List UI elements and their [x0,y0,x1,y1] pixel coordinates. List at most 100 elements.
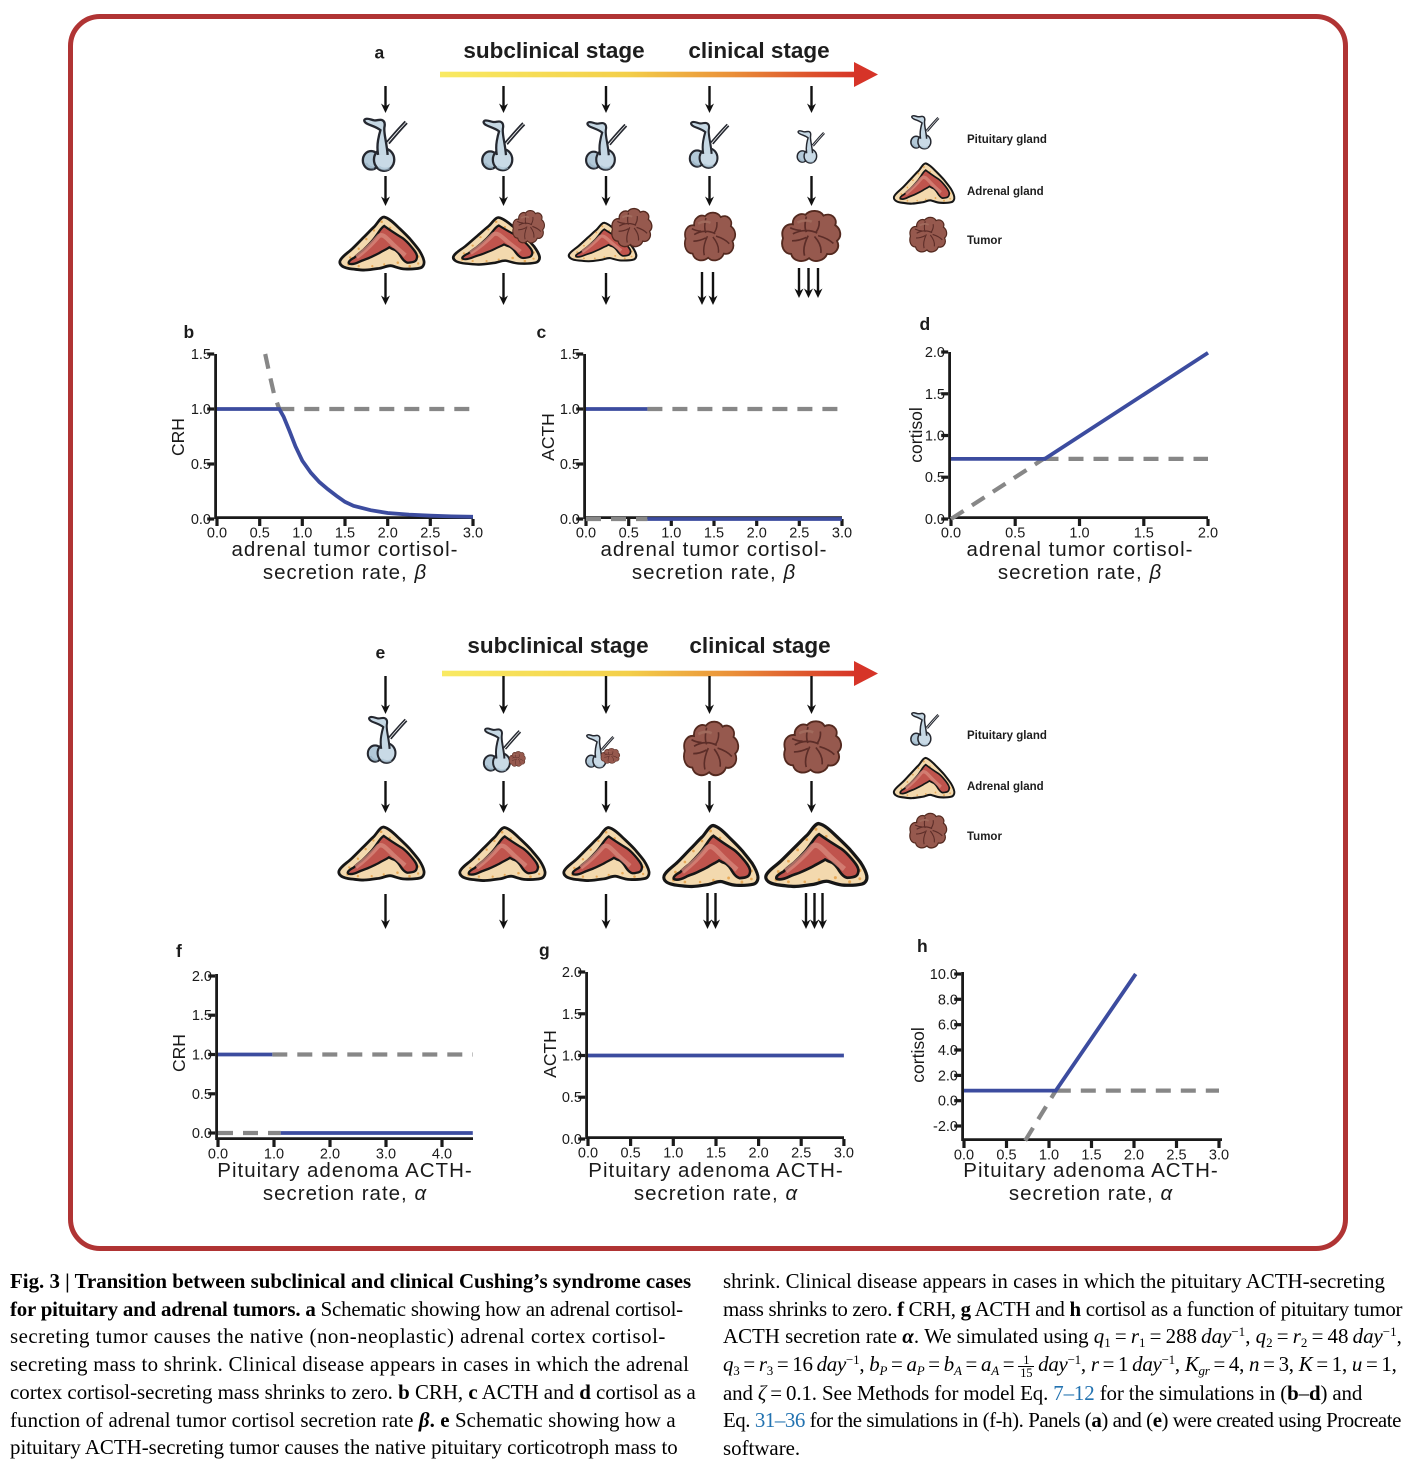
svg-text:0.0: 0.0 [191,512,211,528]
svg-text:1.5: 1.5 [562,1007,582,1023]
svg-text:1.0: 1.0 [191,402,211,418]
svg-text:6.0: 6.0 [938,1018,958,1034]
svg-text:adrenal tumor cortisol-: adrenal tumor cortisol- [967,538,1194,561]
svg-text:1.0: 1.0 [1039,1148,1059,1164]
svg-text:0.5: 0.5 [621,1146,641,1162]
svg-text:Pituitary adenoma ACTH-: Pituitary adenoma ACTH- [963,1159,1218,1182]
svg-text:1.0: 1.0 [560,402,580,418]
svg-text:ACTH: ACTH [540,1030,560,1078]
svg-text:4.0: 4.0 [938,1043,958,1059]
svg-text:3.0: 3.0 [832,526,852,542]
svg-text:2.5: 2.5 [791,1146,811,1162]
svg-text:2.0: 2.0 [925,345,945,361]
svg-text:0.0: 0.0 [207,526,227,542]
svg-text:subclinical stage: subclinical stage [467,633,648,658]
svg-text:2.5: 2.5 [420,526,440,542]
svg-text:secretion rate, α: secretion rate, α [263,1182,428,1205]
svg-text:0.0: 0.0 [954,1148,974,1164]
svg-text:h: h [917,936,928,956]
svg-text:g: g [539,940,550,960]
svg-text:a: a [375,43,385,63]
svg-text:8.0: 8.0 [938,992,958,1008]
svg-text:1.5: 1.5 [1081,1148,1101,1164]
svg-text:2.0: 2.0 [378,526,398,542]
svg-text:1.5: 1.5 [706,1146,726,1162]
svg-text:0.5: 0.5 [250,526,270,542]
svg-text:e: e [376,643,386,663]
svg-text:2.0: 2.0 [1198,526,1218,542]
svg-text:3.0: 3.0 [376,1147,396,1163]
svg-text:1.5: 1.5 [335,526,355,542]
svg-text:3.0: 3.0 [463,526,483,542]
svg-text:secretion rate, α: secretion rate, α [1009,1182,1174,1205]
svg-text:0.0: 0.0 [578,1146,598,1162]
svg-text:4.0: 4.0 [432,1147,452,1163]
svg-text:1.5: 1.5 [704,526,724,542]
svg-text:3.0: 3.0 [1209,1148,1229,1164]
svg-text:Pituitary gland: Pituitary gland [967,730,1047,742]
svg-text:2.0: 2.0 [747,526,767,542]
svg-text:-2.0: -2.0 [933,1119,958,1135]
svg-text:1.5: 1.5 [560,347,580,363]
svg-text:clinical stage: clinical stage [688,38,829,63]
svg-text:subclinical stage: subclinical stage [463,38,644,63]
svg-text:1.5: 1.5 [192,1008,212,1024]
svg-text:2.0: 2.0 [1124,1148,1144,1164]
svg-text:secretion rate, β: secretion rate, β [998,561,1162,584]
svg-text:Adrenal gland: Adrenal gland [967,186,1044,198]
svg-text:c: c [537,322,547,342]
svg-text:0.5: 0.5 [1005,526,1025,542]
svg-text:1.0: 1.0 [292,526,312,542]
svg-text:1.0: 1.0 [663,1146,683,1162]
svg-text:2.0: 2.0 [192,969,212,985]
svg-text:2.0: 2.0 [320,1147,340,1163]
svg-text:Adrenal gland: Adrenal gland [967,781,1044,793]
svg-text:1.0: 1.0 [661,526,681,542]
svg-text:Tumor: Tumor [967,831,1002,843]
svg-text:1.0: 1.0 [264,1147,284,1163]
svg-text:0.5: 0.5 [925,470,945,486]
svg-text:2.0: 2.0 [562,965,582,981]
svg-text:secretion rate, β: secretion rate, β [263,561,427,584]
svg-text:adrenal tumor cortisol-: adrenal tumor cortisol- [232,538,459,561]
svg-text:0.0: 0.0 [941,526,961,542]
svg-text:clinical stage: clinical stage [689,633,830,658]
svg-text:1.5: 1.5 [191,347,211,363]
svg-text:0.5: 0.5 [996,1148,1016,1164]
svg-text:0.0: 0.0 [938,1094,958,1110]
svg-text:ACTH: ACTH [538,413,558,461]
svg-text:2.0: 2.0 [749,1146,769,1162]
svg-text:d: d [920,314,931,334]
svg-text:Tumor: Tumor [967,235,1002,247]
svg-text:secretion rate, α: secretion rate, α [634,1182,799,1205]
svg-text:2.5: 2.5 [1166,1148,1186,1164]
svg-text:cortisol: cortisol [908,1027,928,1082]
svg-text:3.0: 3.0 [834,1146,854,1162]
svg-text:0.0: 0.0 [208,1147,228,1163]
svg-text:1.5: 1.5 [1134,526,1154,542]
svg-text:secretion rate, β: secretion rate, β [632,561,796,584]
svg-text:0.0: 0.0 [560,512,580,528]
svg-text:10.0: 10.0 [930,967,958,983]
svg-text:cortisol: cortisol [906,407,926,462]
svg-text:0.5: 0.5 [191,457,211,473]
svg-text:0.5: 0.5 [619,526,639,542]
svg-text:2.5: 2.5 [789,526,809,542]
svg-text:f: f [176,941,182,961]
svg-text:adrenal tumor cortisol-: adrenal tumor cortisol- [601,538,828,561]
svg-text:1.0: 1.0 [562,1049,582,1065]
svg-text:0.0: 0.0 [192,1126,212,1142]
svg-text:1.0: 1.0 [925,429,945,445]
svg-text:0.5: 0.5 [562,1090,582,1106]
svg-text:1.0: 1.0 [192,1048,212,1064]
svg-text:Pituitary adenoma ACTH-: Pituitary adenoma ACTH- [588,1159,843,1182]
svg-text:0.5: 0.5 [192,1087,212,1103]
svg-text:0.5: 0.5 [560,457,580,473]
svg-text:Pituitary adenoma ACTH-: Pituitary adenoma ACTH- [217,1159,472,1182]
svg-text:1.5: 1.5 [925,387,945,403]
svg-text:b: b [184,322,195,342]
svg-text:0.0: 0.0 [925,512,945,528]
svg-text:Pituitary gland: Pituitary gland [967,134,1047,146]
svg-text:0.0: 0.0 [562,1132,582,1148]
svg-text:CRH: CRH [168,418,188,456]
